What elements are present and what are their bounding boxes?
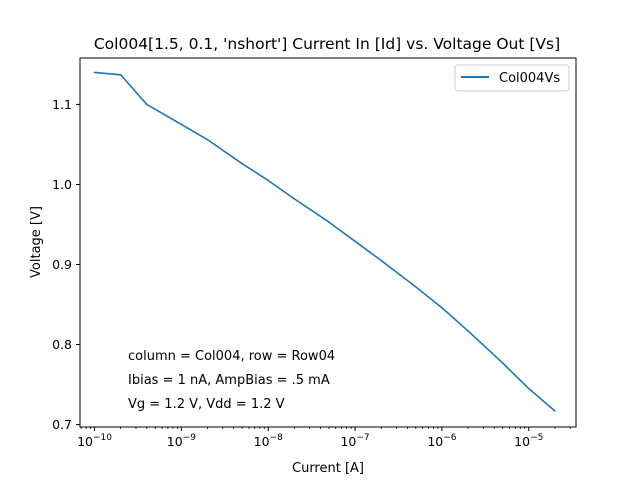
y-tick-label: 0.9 (52, 257, 72, 272)
x-axis: 10−10 10−9 10−8 10−7 10−6 10−5 (77, 427, 571, 449)
chart-title: Col004[1.5, 0.1, 'nshort'] Current In [I… (94, 35, 560, 53)
data-point (241, 162, 243, 165)
data-point (93, 71, 96, 74)
x-tick-label: 10−7 (340, 433, 369, 449)
data-point (354, 240, 356, 243)
legend-box (454, 64, 570, 92)
data-point (119, 74, 122, 76)
y-tick-label: 0.8 (52, 337, 72, 352)
data-point (267, 179, 270, 182)
data-point (441, 306, 443, 309)
legend-label: Col004Vs (499, 71, 560, 86)
x-axis-label: Current [A] (292, 461, 364, 476)
data-point (554, 410, 556, 412)
annotation-bias: Ibias = 1 nA, AmpBias = .5 mA (128, 373, 330, 388)
axes-frame (79, 57, 577, 428)
x-tick-label: 10−6 (427, 433, 456, 449)
y-axis: 0.7 0.8 0.9 1.0 1.1 (52, 97, 80, 432)
data-point (293, 198, 296, 200)
data-point (328, 221, 330, 223)
x-tick-label: 10−5 (514, 433, 543, 449)
data-point (146, 103, 148, 106)
data-point (180, 123, 183, 126)
data-point (206, 138, 209, 141)
y-axis-label: Voltage [V] (29, 206, 44, 278)
annotations: column = Col004, row = Row04 Ibias = 1 n… (128, 349, 335, 412)
data-point (527, 387, 530, 390)
data-point (501, 362, 504, 364)
data-point (467, 330, 469, 332)
y-tick-label: 1.0 (52, 177, 72, 192)
data-point (380, 259, 383, 262)
y-tick-label: 1.1 (52, 97, 72, 112)
annotation-voltage: Vg = 1.2 V, Vdd = 1.2 V (128, 397, 285, 412)
data-point (414, 286, 417, 288)
plot-area (93, 71, 556, 412)
y-tick-label: 0.7 (52, 417, 72, 432)
legend: Col004Vs (454, 64, 570, 92)
annotation-location: column = Col004, row = Row04 (128, 349, 335, 364)
x-tick-label: 10−8 (254, 433, 283, 449)
x-tick-label: 10−9 (167, 433, 196, 449)
x-tick-label: 10−10 (77, 433, 112, 449)
